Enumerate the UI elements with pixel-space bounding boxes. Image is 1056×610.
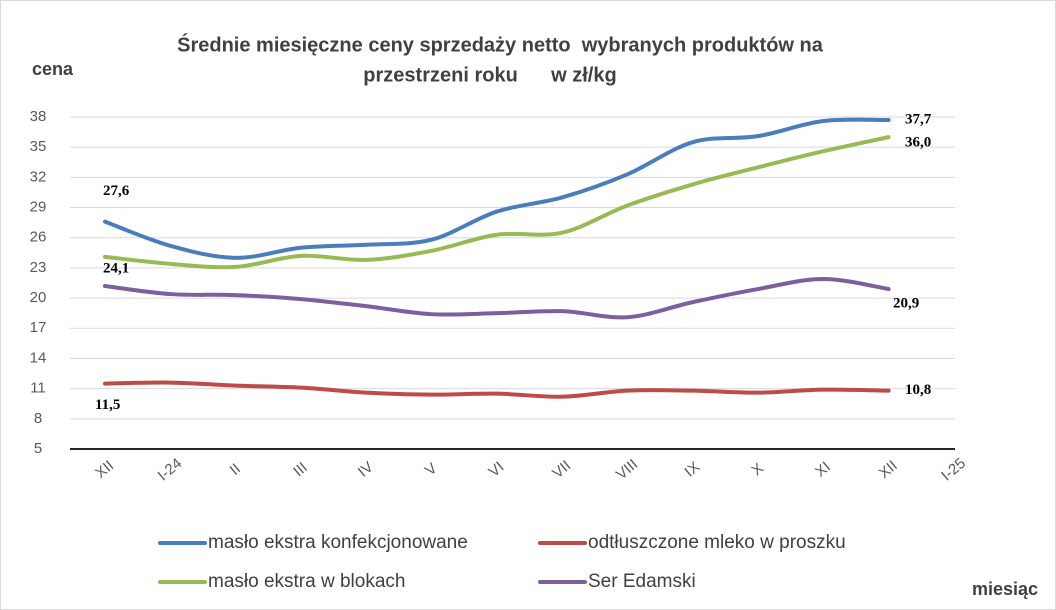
series-line <box>103 380 891 399</box>
y-tick-label: 23 <box>30 259 47 276</box>
y-tick-label: 35 <box>30 138 47 155</box>
y-tick-label: 14 <box>30 349 47 366</box>
data-label: 27,6 <box>103 183 130 199</box>
chart-title: Średnie miesięczne ceny sprzedaży netto … <box>177 32 824 56</box>
y-tick-label: 29 <box>30 199 47 216</box>
legend-label: odtłuszczone mleko w proszku <box>588 532 846 553</box>
chart-title: przestrzeni roku w zł/kg <box>363 64 616 86</box>
legend-label: masło ekstra konfekcjonowane <box>208 532 468 553</box>
legend-label: Ser Edamski <box>588 571 696 592</box>
y-tick-label: 20 <box>30 289 47 306</box>
legend-label: masło ekstra w blokach <box>208 571 405 592</box>
data-label: 36,0 <box>905 135 931 151</box>
data-label: 24,1 <box>103 260 129 276</box>
data-label: 11,5 <box>95 397 120 413</box>
data-label: 20,9 <box>893 295 919 311</box>
data-label: 10,8 <box>905 382 931 398</box>
y-tick-label: 5 <box>34 440 42 457</box>
y-tick-label: 8 <box>34 410 42 427</box>
y-tick-label: 26 <box>30 229 47 246</box>
series-line <box>103 117 891 260</box>
series-line <box>103 276 891 320</box>
data-label: 37,7 <box>905 111 932 127</box>
x-axis-label: miesiąc <box>972 579 1038 599</box>
y-tick-label: 11 <box>30 380 46 397</box>
y-tick-label: 32 <box>30 168 47 185</box>
series-line <box>103 135 891 270</box>
y-tick-label: 38 <box>30 108 47 125</box>
y-tick-label: 17 <box>30 319 47 336</box>
y-axis-label: cena <box>32 59 74 79</box>
